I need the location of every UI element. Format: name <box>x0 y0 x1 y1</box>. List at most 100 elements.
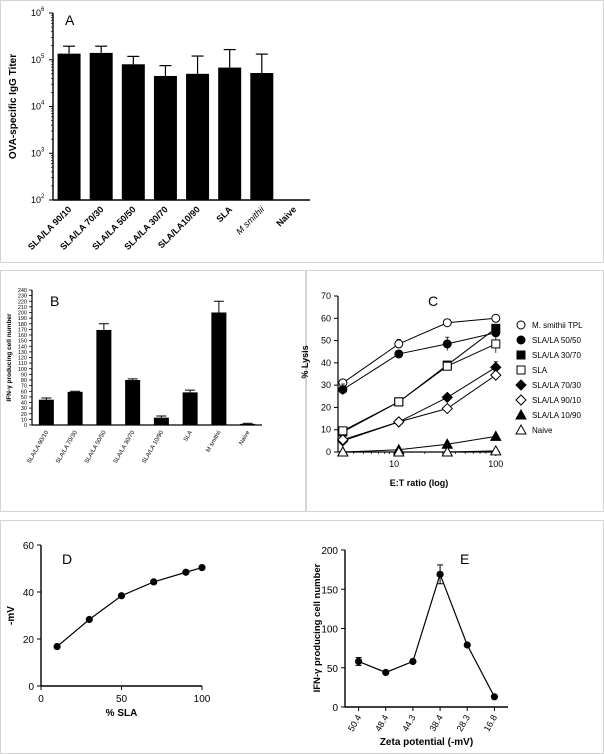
e-x-tick-label: 50.4 <box>346 713 363 733</box>
a-y-tick-label: 10 <box>31 8 41 18</box>
a-bar <box>218 67 242 201</box>
d-x-tick-label: 0 <box>38 694 44 705</box>
c-legend-label: SLA/LA 10/90 <box>532 411 581 420</box>
c-data-point <box>392 445 405 457</box>
c-data-point <box>394 349 404 359</box>
b-x-tick-label: SLA/LA 90/10 <box>27 429 51 464</box>
b-y-tick-label: 70 <box>21 384 27 390</box>
b-y-tick-label: 170 <box>18 327 27 333</box>
e-data-point <box>436 570 444 578</box>
b-bar <box>211 312 227 425</box>
b-bar <box>38 399 54 425</box>
c-x-tick-label: 100 <box>488 459 503 469</box>
c-series-line <box>342 366 497 442</box>
e-panel-letter: E <box>460 551 469 567</box>
b-y-tick-label: 30 <box>21 406 27 412</box>
c-legend-marker <box>516 335 526 345</box>
b-y-tick-label: 20 <box>21 412 27 418</box>
c-data-point <box>441 445 454 457</box>
b-bar <box>96 329 112 425</box>
b-y-tick-label: 140 <box>18 344 27 350</box>
c-data-point <box>337 434 349 446</box>
c-data-point <box>489 430 502 441</box>
d-data-point <box>85 615 93 624</box>
c-data-point <box>441 402 453 415</box>
b-x-tick-label: Naive <box>238 429 251 446</box>
c-legend-marker <box>516 350 526 360</box>
a-y-tick-exponent: 2 <box>41 194 45 200</box>
c-data-point <box>491 323 501 333</box>
b-y-tick-label: 40 <box>21 401 27 407</box>
b-y-tick-label: 0 <box>24 423 27 429</box>
a-y-axis-label: OVA-specific IgG Titer <box>8 54 19 159</box>
c-series-line <box>342 450 496 453</box>
a-y-tick-exponent: 6 <box>41 7 45 13</box>
panel-b-frame <box>0 270 306 512</box>
b-bar <box>153 417 169 425</box>
a-y-tick-label: 10 <box>31 195 41 205</box>
a-x-tick-label: M smithii <box>234 204 267 237</box>
b-y-tick-label: 90 <box>21 372 27 378</box>
a-y-tick-label: 10 <box>31 55 41 65</box>
d-y-tick-label: 20 <box>23 635 35 646</box>
b-bar <box>240 423 256 425</box>
d-y-tick-label: 40 <box>23 588 35 599</box>
a-y-tick-label: 10 <box>31 102 41 112</box>
b-y-tick-label: 50 <box>21 395 27 401</box>
c-x-tick-label: 10 <box>389 459 399 469</box>
b-y-tick-label: 10 <box>21 417 27 423</box>
c-series-line <box>342 374 497 441</box>
a-y-tick-label: 10 <box>31 148 41 158</box>
e-y-tick-label: 50 <box>327 664 339 675</box>
c-legend-label: SLA/LA 90/10 <box>532 396 581 405</box>
c-legend-label: SLA/LA 70/30 <box>532 381 581 390</box>
e-x-tick-label: 28.3 <box>455 713 472 733</box>
e-data-point <box>409 657 417 666</box>
d-x-tick-label: 50 <box>116 694 128 705</box>
d-y-tick-label: 60 <box>23 541 35 552</box>
c-y-tick-label: 60 <box>321 313 331 323</box>
c-data-point <box>489 444 502 456</box>
c-x-axis-label: E:T ratio (log) <box>390 478 449 488</box>
b-y-tick-label: 80 <box>21 378 27 384</box>
b-y-tick-label: 240 <box>18 288 27 294</box>
b-y-tick-label: 200 <box>18 311 27 317</box>
a-bar <box>89 52 113 200</box>
c-data-point <box>442 339 452 349</box>
e-x-tick-label: 38.4 <box>427 713 444 733</box>
b-y-tick-label: 130 <box>18 350 27 356</box>
a-bar <box>121 64 145 200</box>
e-x-tick-label: 16.8 <box>482 713 499 733</box>
d-x-tick-label: 100 <box>194 694 211 705</box>
b-y-tick-label: 150 <box>18 339 27 345</box>
c-y-tick-label: 40 <box>321 358 331 368</box>
e-y-axis-label: IFN-γ producing cell number <box>312 563 323 692</box>
b-y-tick-label: 160 <box>18 333 27 339</box>
d-series-line <box>56 566 203 647</box>
b-y-tick-label: 60 <box>21 389 27 395</box>
b-y-tick-label: 100 <box>18 367 27 373</box>
c-legend-label: SLA/LA 50/50 <box>532 336 581 345</box>
c-series-line <box>342 435 496 453</box>
c-y-tick-label: 50 <box>321 336 331 346</box>
e-data-point <box>354 657 363 666</box>
c-data-point <box>394 339 404 349</box>
c-data-point <box>338 426 348 436</box>
e-data-point <box>490 693 499 701</box>
d-x-axis-label: % SLA <box>106 708 138 719</box>
a-x-tick-label: Naive <box>274 204 298 228</box>
c-data-point <box>442 361 452 371</box>
c-data-point <box>491 313 501 323</box>
c-data-point <box>491 339 501 349</box>
c-y-tick-label: 30 <box>321 380 331 390</box>
d-data-point <box>53 642 61 651</box>
c-legend-marker <box>515 379 527 391</box>
d-data-point <box>182 568 190 576</box>
c-series-line <box>342 317 496 384</box>
d-y-tick-label: 0 <box>28 682 34 693</box>
b-y-tick-label: 210 <box>18 305 27 311</box>
c-data-point <box>442 318 452 328</box>
a-y-tick-exponent: 4 <box>41 101 45 107</box>
b-y-tick-label: 230 <box>18 294 27 300</box>
